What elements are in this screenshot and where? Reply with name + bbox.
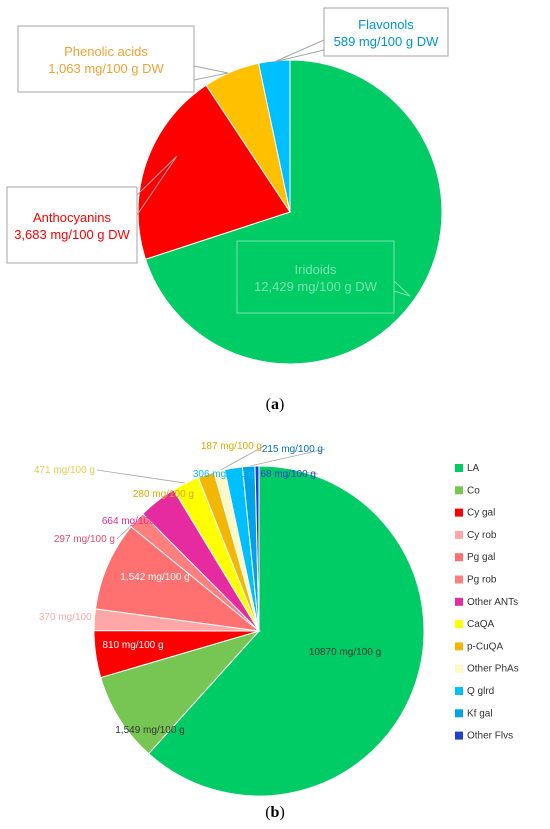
pie-b-label-other-flvs: 68 mg/100 g (260, 469, 316, 480)
pie-b-label-co: 1,549 mg/100 g (115, 725, 185, 736)
legend-swatch-co (455, 486, 463, 495)
callout-box-phenolic-acids (17, 25, 195, 93)
pie-b-label-caqa: 471 mg/100 g (34, 465, 95, 476)
pie-a-slice-flavonols (257, 59, 291, 213)
legend-swatch-other-phas (455, 664, 463, 673)
pie-b-label-la: 10870 mg/100 g (309, 647, 381, 658)
legend-label-kf-gal: Kf gal (467, 708, 493, 719)
pie-b-label-kf-gal: 215 mg/100 g (262, 444, 323, 455)
pie-b-slice-pg-gal (94, 526, 261, 632)
pie-a-value-label-flavonols: 589 mg/100 g DW (334, 34, 440, 49)
pie-b-label-q-glrd: 306 mg/100 g (193, 469, 254, 480)
legend-swatch-other-flvs (455, 731, 463, 740)
pie-b-leader-caqa (96, 469, 186, 484)
legend-swatch-q-glrd (455, 687, 463, 695)
legend-label-caqa: CaQA (467, 619, 495, 630)
pie-a-slice-iridoids (144, 59, 443, 365)
pie-a-slices (137, 59, 443, 365)
legend-swatch-pg-rob (455, 575, 463, 584)
pie-a-callouts: Iridoids 12,429 mg/100 g DW Anthocyanins 3,… (6, 7, 449, 314)
pie-b-label-pg-gal: 1,542 mg/100 g (120, 572, 190, 583)
callout-box-iridoids (236, 240, 395, 314)
callout-pointer-iridoids (393, 280, 411, 297)
pie-b-label-cy-gal: 810 mg/100 g (102, 640, 163, 651)
legend-swatch-p-cuqa (455, 642, 463, 651)
legend-label-p-cuqa: p-CuQA (467, 641, 503, 652)
callout-box-flavonols (323, 7, 449, 57)
legend-label-cy-rob: Cy rob (467, 530, 497, 541)
callout-box-anthocyanins (6, 186, 138, 264)
pie-b-leader-other-phas (219, 445, 265, 472)
pie-b-slice-co (100, 630, 261, 755)
pie-b-slice-la (147, 465, 425, 797)
legend-swatch-la (455, 464, 463, 472)
legend-label-other-flvs: Other Flvs (467, 731, 513, 742)
callout-pointer-phenolic-acids (193, 65, 229, 81)
caption-b: (b) (265, 804, 285, 821)
caption-a-letter: a (271, 396, 279, 413)
pie-b-label-other-phas: 187 mg/100 g (201, 441, 262, 452)
legend-label-co: Co (467, 485, 480, 496)
pie-b-slice-other-flvs (254, 465, 260, 632)
pie-a-value-label-anthocyanins: 3,683 mg/100 g DW (14, 227, 130, 242)
legend-swatch-kf-gal (455, 709, 463, 718)
legend-label-pg-rob: Pg rob (467, 575, 497, 586)
pie-a-name-flavonols: Flavonols (358, 17, 414, 32)
callout-pointer-flavonols (273, 39, 325, 63)
caption-a: (a) (266, 396, 285, 413)
caption-b-letter: b (271, 804, 280, 821)
pie-chart-a: Iridoids 12,429 mg/100 g DW Anthocyanins 3,… (6, 7, 449, 365)
pie-a-name-phenolic-acids: Phenolic acids (64, 44, 148, 59)
pie-b-label-pg-rob: 297 mg/100 g (54, 534, 115, 545)
legend-label-q-glrd: Q glrd (467, 686, 494, 697)
legend-swatch-cy-gal (455, 508, 463, 517)
pie-chart-b: 10870 mg/100 g 1,549 mg/100 g 810 mg/100 g… (34, 441, 519, 797)
legend-label-cy-gal: Cy gal (467, 508, 495, 519)
pie-b-data-labels: 10870 mg/100 g 1,549 mg/100 g 810 mg/100 g… (34, 441, 381, 736)
pie-a-value-label-iridoids: 12,429 mg/100 g DW (254, 279, 378, 294)
pie-b-slices (93, 465, 425, 797)
legend-swatch-cy-rob (455, 530, 463, 539)
pie-b-legend: LA Co Cy gal Cy rob Pg gal Pg rob Other ANTs Ca… (455, 463, 519, 742)
pie-b-label-cy-rob: 370 mg/100 g (39, 612, 100, 623)
legend-label-other-ants: Other ANTs (467, 597, 518, 608)
pie-a-name-iridoids: Iridoids (295, 262, 337, 277)
pie-b-label-other-ants: 664 mg/100 g (102, 516, 163, 527)
pie-b-label-p-cuqa: 280 mg/100 g (133, 489, 194, 500)
pie-a-value-label-phenolic-acids: 1,063 mg/100 g DW (48, 61, 164, 76)
legend-swatch-pg-gal (455, 553, 463, 562)
legend-swatch-other-ants (455, 597, 463, 606)
legend-label-pg-gal: Pg gal (467, 552, 495, 563)
callout-pointer-anthocyanins (136, 155, 178, 216)
legend-swatch-caqa (455, 620, 463, 629)
pie-a-name-anthocyanins: Anthocyanins (33, 210, 112, 225)
pie-b-leader-kf-gal (248, 448, 326, 467)
pie-a-slice-anthocyanins (137, 84, 291, 260)
legend-label-other-phas: Other PhAs (467, 664, 519, 675)
legend-label-la: LA (467, 463, 480, 474)
